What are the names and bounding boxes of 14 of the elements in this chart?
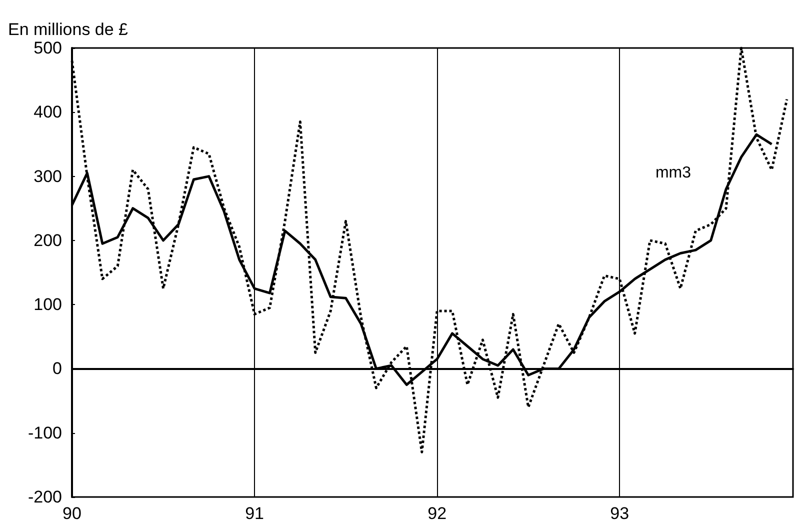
y-tick-label: -200 — [28, 488, 62, 506]
y-tick-label: 0 — [52, 359, 62, 378]
y-axis-title: En millions de £ — [8, 20, 129, 39]
y-tick-label: 300 — [34, 166, 62, 186]
x-tick-label: 91 — [245, 504, 264, 523]
y-tick-label: 500 — [34, 38, 62, 58]
y-tick-label: -100 — [28, 423, 62, 442]
x-tick-label: 93 — [610, 504, 630, 523]
x-tick-label: 92 — [428, 504, 447, 523]
y-tick-label: 100 — [34, 295, 62, 314]
y-tick-label: 200 — [34, 230, 62, 250]
x-tick-label: 90 — [62, 504, 82, 523]
annotation: mm3 — [655, 164, 692, 182]
y-tick-label: 400 — [34, 102, 62, 122]
